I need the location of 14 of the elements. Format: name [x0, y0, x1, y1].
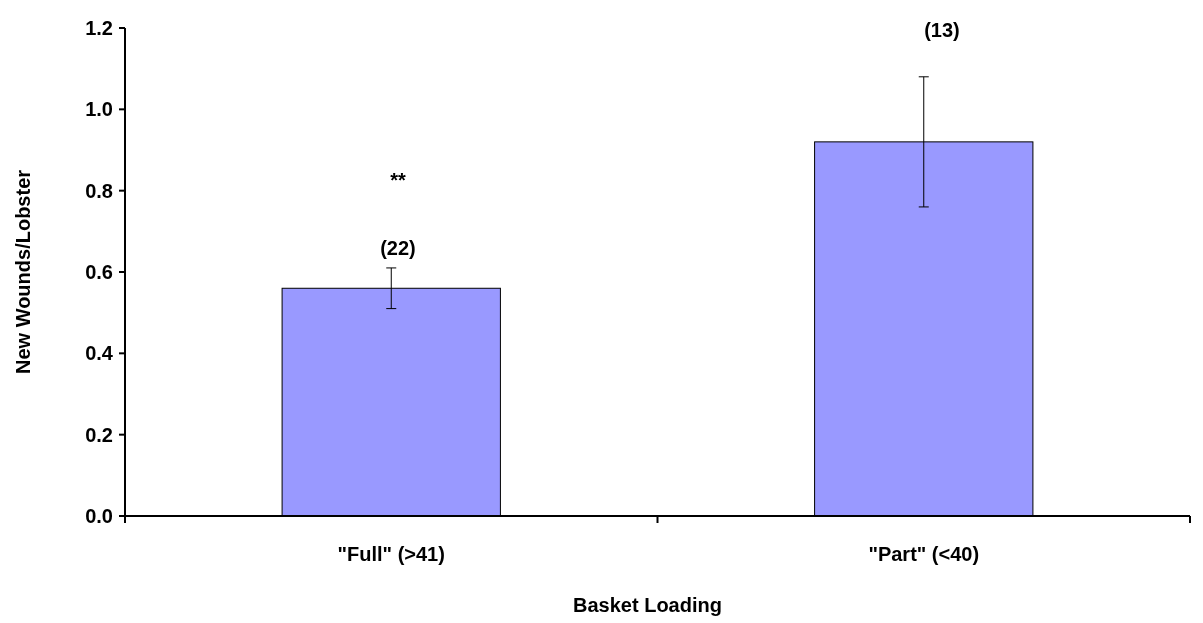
y-tick-label: 0.4: [85, 342, 114, 365]
y-tick-label: 0.6: [85, 261, 113, 283]
y-tick-label: 1.2: [85, 17, 113, 39]
annotation: (22): [380, 237, 416, 259]
y-axis-title: New Wounds/Lobster: [12, 169, 34, 375]
annotation: (13): [924, 19, 960, 41]
y-tick-label: 0.2: [85, 423, 113, 446]
y-tick-label: 1.0: [85, 98, 113, 121]
y-tick-label: 0.0: [85, 505, 113, 527]
y-tick-label: 0.8: [85, 179, 113, 202]
x-tick-label: "Part" (<40): [868, 543, 980, 565]
annotation: **: [390, 169, 406, 191]
x-axis-title: Basket Loading: [573, 594, 722, 616]
x-tick-label: "Full" (>41): [337, 543, 445, 565]
